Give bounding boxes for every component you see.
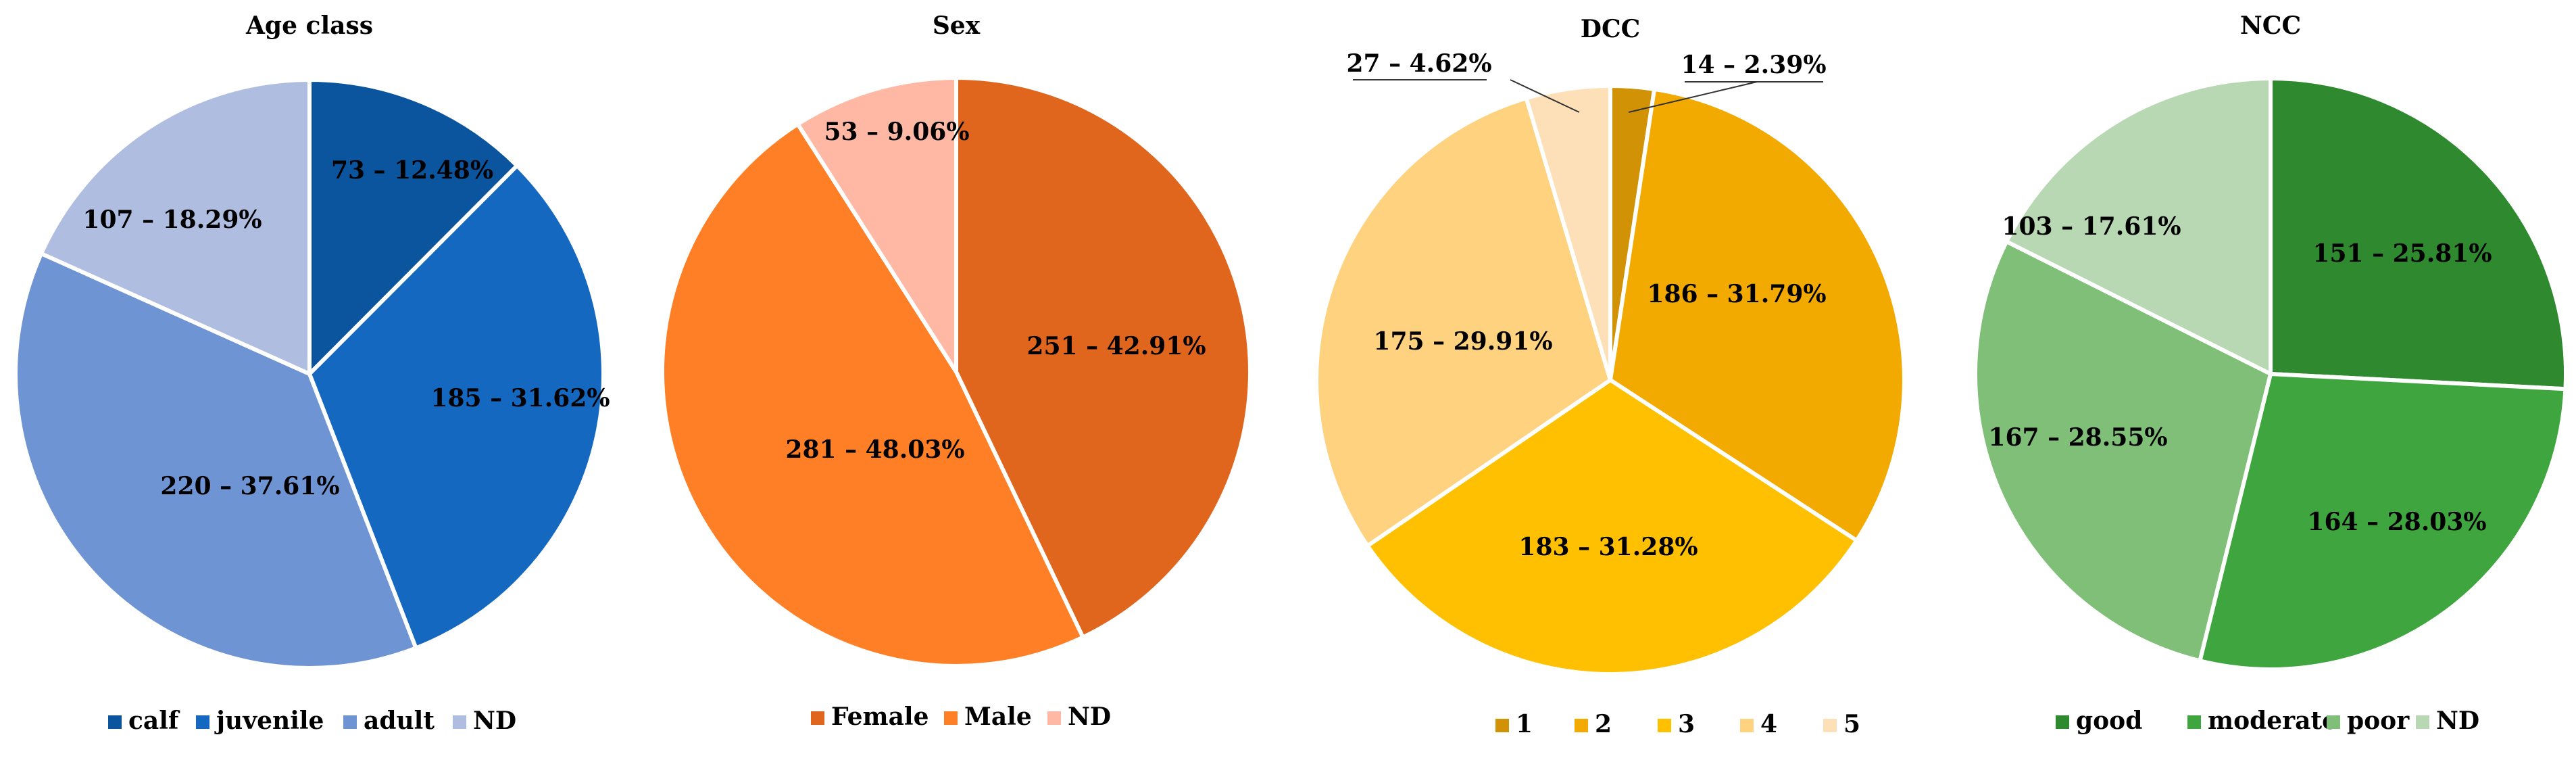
data-label: 185 – 31.62% <box>430 384 610 412</box>
legend-swatch <box>2416 715 2429 729</box>
legend-item-male: Male <box>944 703 1032 731</box>
data-label: 73 – 12.48% <box>331 156 493 185</box>
chart-title: Age class <box>245 11 373 40</box>
data-label: 103 – 17.61% <box>2002 212 2181 241</box>
legend-swatch <box>2056 715 2069 729</box>
legend-swatch <box>108 715 122 729</box>
pie-slice-good <box>2269 76 2568 391</box>
legend-label: adult <box>364 707 435 735</box>
dcc-chart: DCC 14 – 2.39% 186 – 31.79% 183 – 31.28% 175… <box>1314 15 1906 738</box>
data-label: 175 – 29.91% <box>1373 327 1552 356</box>
legend-swatch <box>1823 719 1837 732</box>
legend-label: 5 <box>1843 710 1860 738</box>
legend-item-female: Female <box>811 703 929 731</box>
chart-title: NCC <box>2240 11 2301 40</box>
ncc-chart: NCC 151 – 25.81% 164 – 28.03% 167 – 28.55% 1… <box>1973 11 2568 735</box>
legend-label: 4 <box>1760 710 1777 738</box>
legend-swatch <box>2187 715 2201 729</box>
legend-item-4: 4 <box>1740 710 1777 738</box>
legend-label: Female <box>831 703 929 731</box>
legend-swatch <box>1575 719 1588 732</box>
pie-slice-4 <box>1314 96 1612 548</box>
chart-title: Sex <box>933 11 981 40</box>
data-label: 183 – 31.28% <box>1518 533 1698 561</box>
pie-slice-nd <box>795 76 958 374</box>
legend-label: 1 <box>1516 710 1533 738</box>
legend-item-2: 2 <box>1575 710 1612 738</box>
legend-label: good <box>2076 707 2142 735</box>
legend-label: 2 <box>1595 710 1612 738</box>
legend-label: juvenile <box>214 707 324 735</box>
data-label: 151 – 25.81% <box>2312 239 2492 268</box>
legend-swatch <box>343 715 357 729</box>
pie-slice-5 <box>1524 84 1612 382</box>
pie-slice-3 <box>1365 378 1859 676</box>
data-label: 107 – 18.29% <box>82 206 262 234</box>
pie-slice-juvenile <box>307 164 605 650</box>
legend-swatch <box>1047 711 1061 725</box>
data-label: 167 – 28.55% <box>1988 423 2167 452</box>
legend-label: ND <box>1068 703 1111 731</box>
legend-item-nd: ND <box>453 707 516 735</box>
legend-swatch <box>811 711 824 725</box>
legend-swatch <box>196 715 209 729</box>
data-label: 14 – 2.39% <box>1681 51 1826 79</box>
chart-title: DCC <box>1581 15 1641 43</box>
legend-swatch <box>1495 719 1509 732</box>
data-label: 220 – 37.61% <box>160 472 339 500</box>
legend-item-nd: ND <box>1047 703 1111 731</box>
pie-slice-female <box>954 76 1252 640</box>
pie-slice-calf <box>307 78 520 376</box>
callout-line <box>1510 79 1580 113</box>
data-label: 27 – 4.62% <box>1346 49 1491 78</box>
legend-item-3: 3 <box>1658 710 1695 738</box>
data-label: 251 – 42.91% <box>1026 332 1206 360</box>
legend-item-nd: ND <box>2416 707 2479 735</box>
legend-label: poor <box>2347 707 2410 735</box>
legend-swatch <box>453 715 466 729</box>
legend-swatch <box>1740 719 1754 732</box>
data-label: 186 – 31.79% <box>1647 280 1826 308</box>
pie-slice-moderate <box>2198 372 2568 671</box>
legend-label: 3 <box>1678 710 1695 738</box>
data-label: 281 – 48.03% <box>785 435 964 464</box>
legend-label: ND <box>2436 707 2479 735</box>
legend-item-adult: adult <box>343 707 435 735</box>
pie-slice-poor <box>1973 239 2273 663</box>
legend-label: ND <box>473 707 516 735</box>
sex-chart: Sex 251 – 42.91% 281 – 48.03% 53 – 9.06% Fem… <box>660 11 1252 731</box>
legend-item-1: 1 <box>1495 710 1533 738</box>
callout-line <box>1628 81 1758 113</box>
data-label: 164 – 28.03% <box>2307 508 2486 536</box>
legend-item-5: 5 <box>1823 710 1860 738</box>
legend-swatch <box>944 711 958 725</box>
legend-swatch <box>1658 719 1671 732</box>
legend-swatch <box>2327 715 2340 729</box>
pie-slice-male <box>660 122 1085 668</box>
legend-item-good: good <box>2056 707 2142 735</box>
legend-item-calf: calf <box>108 707 180 735</box>
data-label: 53 – 9.06% <box>824 118 969 146</box>
legend-item-poor: poor <box>2327 707 2410 735</box>
legend-label: moderate <box>2208 707 2337 735</box>
pie-slice-adult <box>14 252 418 670</box>
legend-label: calf <box>128 707 180 735</box>
age-class-chart: Age class 73 – 12.48% 185 – 31.62% 220 – 37… <box>14 11 610 735</box>
pie-slice-nd <box>2004 76 2273 376</box>
pie-slice-nd <box>39 78 312 376</box>
legend-item-juvenile: juvenile <box>196 707 324 735</box>
legend-label: Male <box>964 703 1032 731</box>
legend-item-moderate: moderate <box>2187 707 2337 735</box>
